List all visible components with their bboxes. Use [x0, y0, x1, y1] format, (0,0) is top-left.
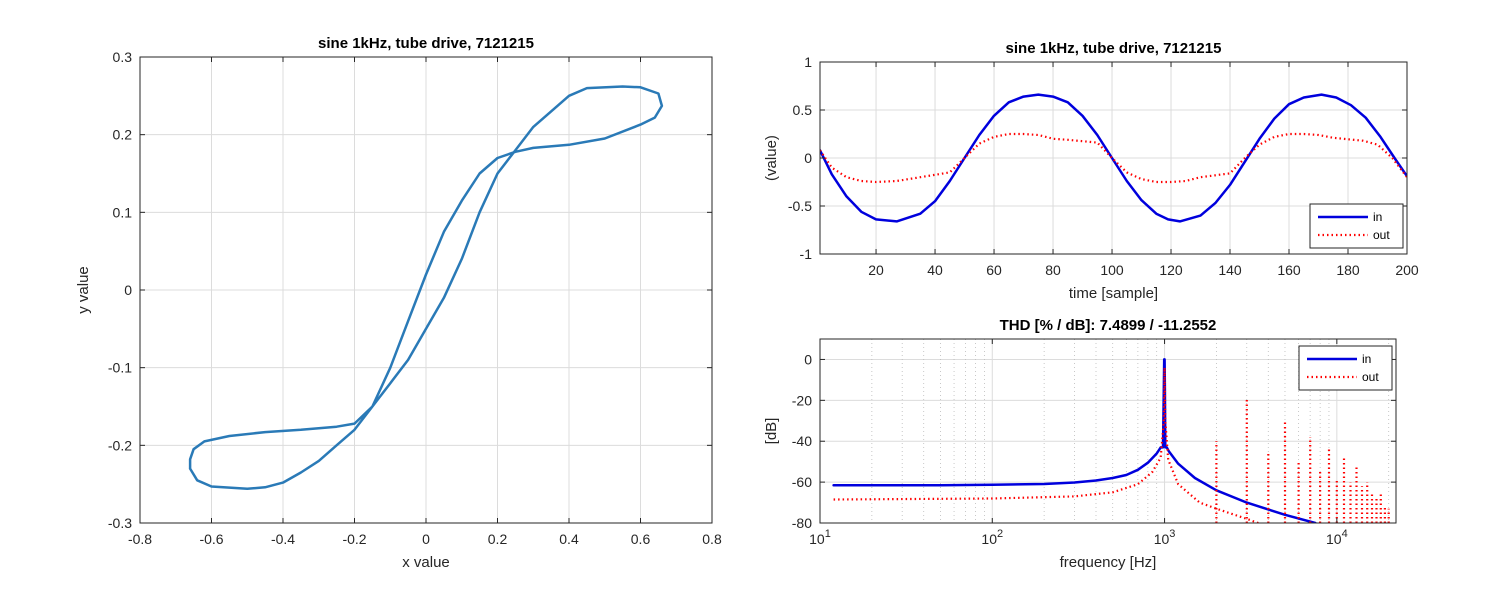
series-line-out [820, 132, 1407, 184]
grid [819, 339, 1396, 524]
legend-label-in: in [1362, 352, 1371, 366]
y-tick-label: 0.2 [113, 127, 133, 143]
y-tick-label: -1 [800, 246, 813, 262]
x-tick-label: 104 [1326, 528, 1348, 547]
y-tick-label: 0 [804, 351, 812, 367]
x-tick-label: 140 [1218, 262, 1242, 278]
y-tick-label: -40 [792, 433, 812, 449]
series-line-in [832, 358, 1317, 523]
series-line-in [820, 93, 1407, 223]
x-tick-label: 0 [422, 531, 430, 547]
series-line-out-harmonics [1215, 398, 1390, 523]
x-tick-label: 60 [986, 262, 1002, 278]
x-tick-label: 101 [809, 528, 831, 547]
x-tick-label: 200 [1395, 262, 1419, 278]
legend-label-in: in [1373, 210, 1382, 224]
x-tick-label: 120 [1159, 262, 1183, 278]
y-tick-label: -0.5 [788, 198, 812, 214]
y-tick-label: 1 [804, 54, 812, 70]
x-tick-label: -0.2 [342, 531, 366, 547]
y-tick-label: -0.1 [108, 360, 132, 376]
x-tick-label: 80 [1045, 262, 1061, 278]
y-tick-label: 0 [124, 282, 132, 298]
chart-2: 20 40 60 80 100 120 140 160 180 200 -1 -0.5 0 0.5 1 sin… [763, 40, 1419, 302]
y-tick-label: 0.3 [113, 49, 133, 65]
y-tick-label: 0.1 [113, 204, 133, 220]
series-line-0 [188, 85, 664, 491]
x-tick-label: 0.8 [702, 531, 722, 547]
x-tick-label: 40 [927, 262, 943, 278]
legend: in out [1309, 203, 1404, 249]
y-tick-label: -80 [792, 515, 812, 531]
y-tick-label: -60 [792, 474, 812, 490]
x-tick-label: 102 [981, 528, 1003, 547]
x-tick-label: 160 [1277, 262, 1301, 278]
x-tick-label: -0.4 [271, 531, 295, 547]
legend-label-out: out [1373, 228, 1390, 242]
y-tick-label: -0.2 [108, 437, 132, 453]
y-axis-label: (value) [763, 135, 780, 181]
x-axis-label: x value [402, 554, 450, 571]
y-tick-label: 0.5 [793, 102, 813, 118]
x-axis-label: frequency [Hz] [1060, 554, 1157, 571]
y-tick-label: -20 [792, 392, 812, 408]
legend: in out [1298, 345, 1393, 391]
x-tick-label: 20 [868, 262, 884, 278]
series-group [832, 358, 1390, 523]
series-group [820, 93, 1407, 223]
x-tick-label: 103 [1154, 528, 1176, 547]
axes-frame [819, 338, 1397, 524]
x-tick-label: 0.2 [488, 531, 508, 547]
x-tick-label: 0.4 [559, 531, 579, 547]
chart-title: sine 1kHz, tube drive, 7121215 [1006, 40, 1222, 57]
chart-title: sine 1kHz, tube drive, 7121215 [318, 35, 534, 52]
series-group [188, 85, 664, 491]
chart-title: THD [% / dB]: 7.4899 / -11.2552 [1000, 317, 1217, 334]
y-tick-label: -0.3 [108, 515, 132, 531]
x-tick-label: -0.8 [128, 531, 152, 547]
x-tick-label: 180 [1336, 262, 1360, 278]
legend-box [1298, 345, 1393, 391]
legend-label-out: out [1362, 370, 1379, 384]
x-tick-label: 0.6 [631, 531, 651, 547]
y-axis-label: y value [75, 266, 92, 314]
x-tick-label: 100 [1100, 262, 1124, 278]
y-axis-label: [dB] [763, 418, 780, 445]
x-tick-label: -0.6 [199, 531, 223, 547]
legend-box [1309, 203, 1404, 249]
x-axis-label: time [sample] [1069, 285, 1158, 302]
chart-1: -0.8 -0.6 -0.4 -0.2 0 0.2 0.4 0.6 0.8 -0.3 -0.2 -0.… [75, 35, 722, 571]
y-tick-label: 0 [804, 150, 812, 166]
chart-3: 101 102 103 104 -80 -60 -40 -20 0 THD [% / dB]: 7… [763, 317, 1397, 571]
